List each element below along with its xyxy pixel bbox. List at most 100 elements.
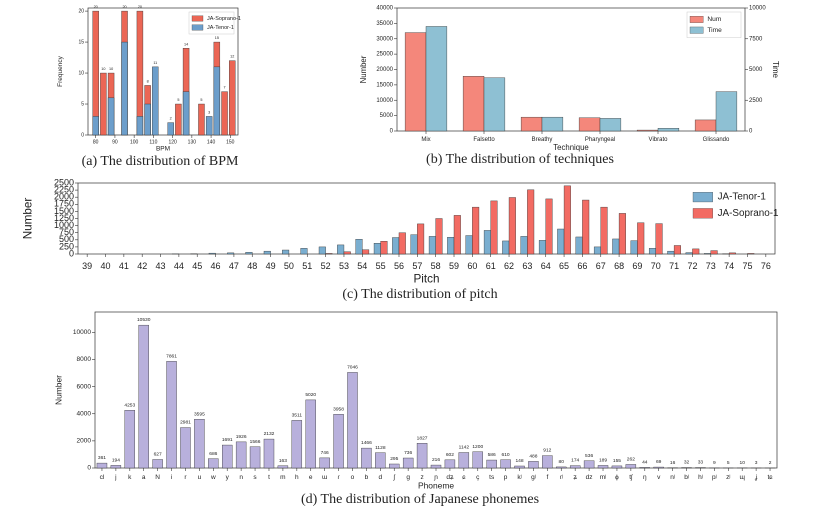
y-axis-label: Frequency — [57, 55, 64, 86]
bar-label: 7046 — [347, 365, 358, 371]
bar-label: 3958 — [333, 406, 344, 412]
bar — [593, 246, 601, 255]
bar — [538, 240, 546, 255]
bar — [337, 244, 345, 255]
bar-label: 610 — [502, 452, 510, 458]
bar-label: 3511 — [292, 412, 303, 418]
y-tick-label: 10 — [78, 70, 84, 76]
x-tick-label: w — [210, 474, 216, 481]
y-tick-label: 35000 — [376, 21, 393, 27]
bar — [144, 103, 151, 136]
x-tick-label: a — [142, 474, 146, 481]
x-axis-label: BPM — [156, 146, 170, 153]
bar — [630, 240, 638, 255]
x-tick-label: ɰ — [739, 474, 744, 481]
bar — [611, 465, 623, 469]
caption: (d) The distribution of Japanese phoneme… — [301, 492, 539, 507]
bar — [430, 464, 442, 469]
bar — [208, 458, 219, 469]
x-tick-label: ɲ — [433, 474, 438, 481]
x-tick-label: ʃ — [393, 474, 396, 481]
y-tick-label: 10000 — [376, 98, 393, 104]
x-tick-label: bʲ — [684, 474, 689, 481]
x-tick-label: b — [365, 474, 369, 481]
bar — [180, 427, 191, 469]
bar — [249, 446, 261, 469]
x-tick-label: d — [379, 474, 383, 481]
bar-label: 7861 — [166, 353, 177, 359]
x-tick-label: zʲ — [726, 474, 730, 481]
bar — [235, 441, 247, 469]
bar — [703, 253, 712, 255]
x-tick-label: ç — [476, 474, 480, 481]
bar-label: 20 — [138, 5, 142, 9]
bar-label: 69 — [656, 459, 662, 465]
legend-swatch — [191, 24, 204, 31]
bar — [300, 248, 308, 255]
y-tick-label: 250 — [59, 241, 74, 251]
x-tick-label: Glissando — [703, 137, 730, 143]
x-tick-label: Breathy — [532, 137, 553, 143]
bar-label: 1466 — [361, 440, 372, 446]
bar — [425, 26, 448, 132]
bar — [208, 252, 216, 255]
x-tick-label: ɾ — [337, 474, 340, 481]
bar — [221, 91, 228, 136]
x-tick-label: 39 — [82, 261, 92, 271]
bar — [458, 452, 470, 469]
y-axis-label: Number — [22, 198, 35, 240]
x-tick-label: 120 — [168, 139, 177, 145]
x-tick-label: N — [155, 474, 160, 481]
bar — [318, 246, 326, 255]
bar-label: 10 — [109, 67, 113, 71]
x-tick-label: ʝ — [755, 474, 758, 481]
legend-swatch — [692, 192, 713, 203]
bar — [263, 250, 271, 255]
x-tick-label: dʑ — [446, 474, 454, 481]
bar-label: 216 — [432, 457, 440, 463]
x-tick-label: e — [309, 474, 313, 481]
x-tick-label: 57 — [412, 261, 422, 271]
bar-label: 602 — [446, 452, 454, 458]
bar — [667, 250, 675, 255]
bar — [398, 232, 406, 255]
y-axis-label: Number — [53, 375, 63, 405]
bar — [556, 466, 567, 469]
x-tick-label: 50 — [284, 261, 294, 271]
bar — [728, 252, 736, 255]
bar-label: 736 — [404, 450, 412, 456]
bar — [361, 447, 372, 469]
bar — [277, 465, 289, 469]
bar — [205, 116, 213, 136]
bar-label: 174 — [571, 458, 579, 464]
x-tick-label: hʲ — [698, 474, 703, 481]
bar-label: 44 — [642, 459, 648, 465]
bar — [582, 199, 590, 255]
bar-label: 20 — [122, 5, 126, 9]
bar-label: 2 — [769, 460, 772, 466]
bar — [152, 66, 159, 136]
x-tick-label: 74 — [724, 261, 734, 271]
x-tick-label: 150 — [226, 139, 235, 145]
x-tick-label: 56 — [394, 261, 404, 271]
bar — [392, 237, 400, 255]
bar-label: 8 — [147, 79, 149, 83]
x-tick-label: 140 — [207, 139, 216, 145]
bar-label: 10 — [101, 67, 105, 71]
x-tick-label: 67 — [596, 261, 606, 271]
bar — [575, 236, 583, 255]
y-tick-label: 2000 — [54, 192, 74, 202]
legend-label: JA-Tenor-1 — [718, 192, 767, 203]
y-tick-label: 5000 — [380, 113, 394, 119]
bar — [637, 222, 645, 255]
legend-swatch — [692, 208, 713, 219]
x-tick-label: 72 — [687, 261, 697, 271]
bar — [447, 237, 455, 255]
bar — [542, 455, 553, 469]
bar-label: 1827 — [417, 435, 428, 441]
y-tick-label: 5 — [81, 101, 84, 107]
bar — [110, 465, 122, 469]
bar — [347, 372, 358, 469]
x-tick-label: kʲ — [517, 474, 521, 481]
caption: (a) The distribution of BPM — [82, 154, 239, 169]
